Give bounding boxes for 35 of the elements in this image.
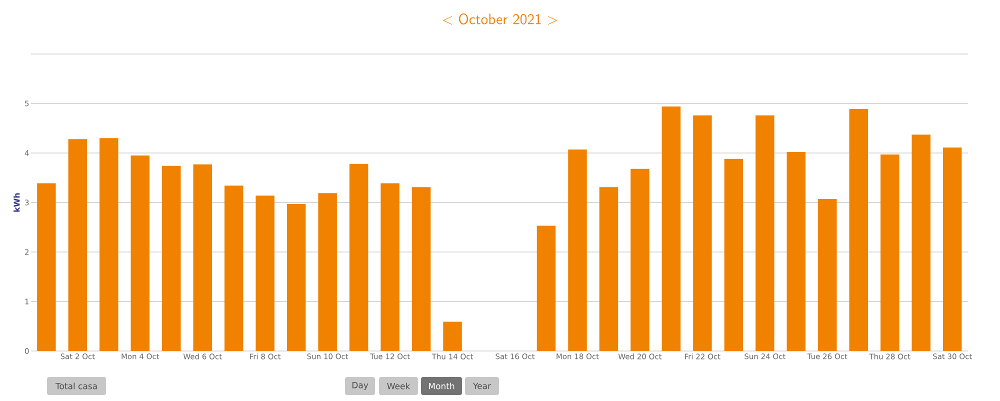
bar — [818, 199, 837, 351]
bar — [849, 108, 868, 351]
bar — [224, 186, 244, 351]
bar — [662, 106, 681, 351]
bar — [130, 155, 150, 351]
bar — [37, 183, 56, 351]
bar — [256, 196, 274, 351]
bar — [100, 138, 118, 351]
bar — [536, 226, 556, 351]
chart-title: < October 2021 > — [443, 13, 557, 25]
bar — [443, 322, 462, 351]
bar — [193, 164, 212, 351]
bar — [162, 166, 181, 351]
text: Week — [387, 382, 410, 390]
bar — [880, 154, 900, 351]
bar — [693, 115, 712, 351]
bar — [630, 168, 650, 351]
bar — [756, 115, 774, 351]
bar — [412, 187, 431, 351]
bar — [318, 193, 337, 351]
bar — [286, 204, 306, 351]
bar — [349, 164, 368, 351]
text: Month — [429, 382, 454, 390]
y-axis-title: kWh — [14, 193, 20, 212]
text: Total casa — [55, 382, 97, 390]
bar — [599, 187, 618, 351]
bar — [724, 158, 744, 351]
bar — [942, 148, 962, 351]
bar — [68, 139, 88, 351]
bar — [568, 150, 587, 351]
text: Day — [352, 382, 368, 390]
bar — [380, 183, 400, 351]
bar — [912, 134, 930, 351]
bar — [786, 152, 806, 351]
text: Year — [472, 382, 492, 390]
